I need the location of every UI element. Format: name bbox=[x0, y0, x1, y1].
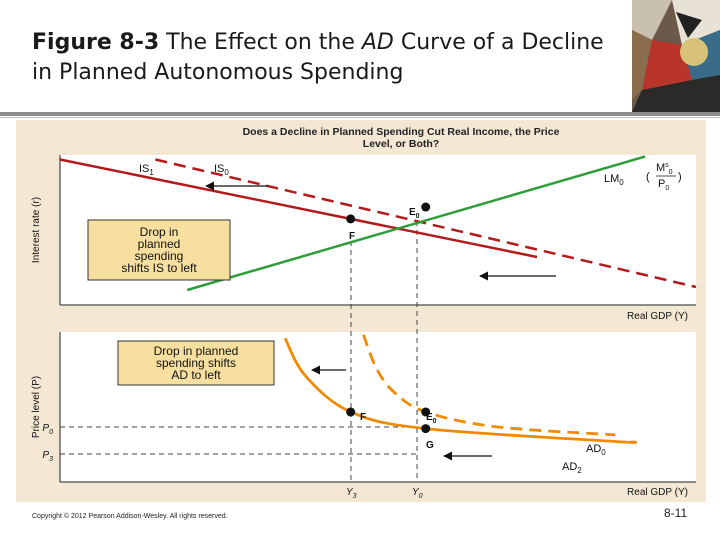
tick-y3: Y3 bbox=[346, 487, 357, 500]
chart-title-line-2: Level, or Both? bbox=[363, 138, 439, 150]
label-is0: IS0 bbox=[214, 163, 229, 177]
tick-p0: P0 bbox=[42, 423, 53, 436]
label-is1: IS1 bbox=[139, 163, 154, 177]
title-text-ad: AD bbox=[361, 30, 394, 55]
point-f-bottom bbox=[346, 407, 356, 417]
bottom-y-axis-label: Price level (P) bbox=[31, 376, 42, 438]
label-g-bottom: G bbox=[426, 440, 434, 451]
point-g-bottom bbox=[421, 424, 431, 434]
annotation-box-is: Drop in planned spending shifts IS to le… bbox=[87, 219, 231, 281]
label-f-bottom: F bbox=[360, 412, 366, 423]
series-is1-line bbox=[59, 158, 538, 259]
bottom-x-axis-label: Real GDP (Y) bbox=[627, 487, 688, 498]
series-ad2-curve bbox=[283, 337, 638, 444]
box-ad-line-1: Drop in planned bbox=[154, 344, 239, 358]
title-text-1: The Effect on the bbox=[159, 30, 362, 55]
figure-chart: Does a Decline in Planned Spending Cut R… bbox=[31, 126, 697, 500]
point-e0-bottom bbox=[421, 407, 431, 417]
svg-text:LM0: LM0 bbox=[604, 173, 624, 187]
box-is-line-1: Drop in bbox=[140, 225, 179, 239]
title-divider bbox=[0, 112, 720, 116]
svg-text:(: ( bbox=[646, 171, 650, 183]
box-is-line-3: spending bbox=[135, 249, 184, 263]
box-is-line-4: shifts IS to left bbox=[121, 261, 197, 275]
annotation-box-ad: Drop in planned spending shifts AD to le… bbox=[117, 340, 275, 386]
series-lm0-line bbox=[186, 155, 646, 292]
svg-text:): ) bbox=[678, 171, 682, 183]
box-ad-line-2: spending shifts bbox=[156, 356, 236, 370]
point-f-top bbox=[346, 214, 356, 224]
slide-title: Figure 8-3 The Effect on the AD Curve of… bbox=[32, 28, 622, 88]
chart-title-line-1: Does a Decline in Planned Spending Cut R… bbox=[243, 126, 560, 138]
tick-p3: P3 bbox=[42, 450, 53, 463]
top-y-axis-label: Interest rate (r) bbox=[31, 197, 42, 263]
title-text-2: Curve of a Decline in Planned Autonomous… bbox=[32, 30, 604, 85]
title-divider-thin bbox=[0, 117, 720, 118]
label-e0-bottom: E0 bbox=[426, 412, 437, 425]
label-f-top: F bbox=[349, 231, 355, 242]
box-ad-line-3: AD to left bbox=[171, 368, 221, 382]
point-e0-top bbox=[421, 202, 431, 212]
box-is-line-2: planned bbox=[138, 237, 181, 251]
label-ad2: AD2 bbox=[562, 461, 582, 475]
copyright-notice: Copyright © 2012 Pearson Addison-Wesley.… bbox=[32, 513, 228, 520]
label-lm0: LM0 ( Ms0 P0 ) bbox=[604, 162, 682, 192]
page-number: 8-11 bbox=[664, 506, 688, 520]
svg-text:Ms0: Ms0 bbox=[656, 162, 673, 176]
figure-number: Figure 8-3 bbox=[32, 30, 160, 55]
label-e0-top: E0 bbox=[409, 207, 420, 220]
decorative-artwork bbox=[632, 0, 720, 112]
svg-text:P0: P0 bbox=[658, 178, 669, 192]
series-is0-line bbox=[155, 158, 697, 289]
tick-y0: Y0 bbox=[412, 487, 423, 500]
label-ad0: AD0 bbox=[586, 443, 606, 457]
top-x-axis-label: Real GDP (Y) bbox=[627, 311, 688, 322]
